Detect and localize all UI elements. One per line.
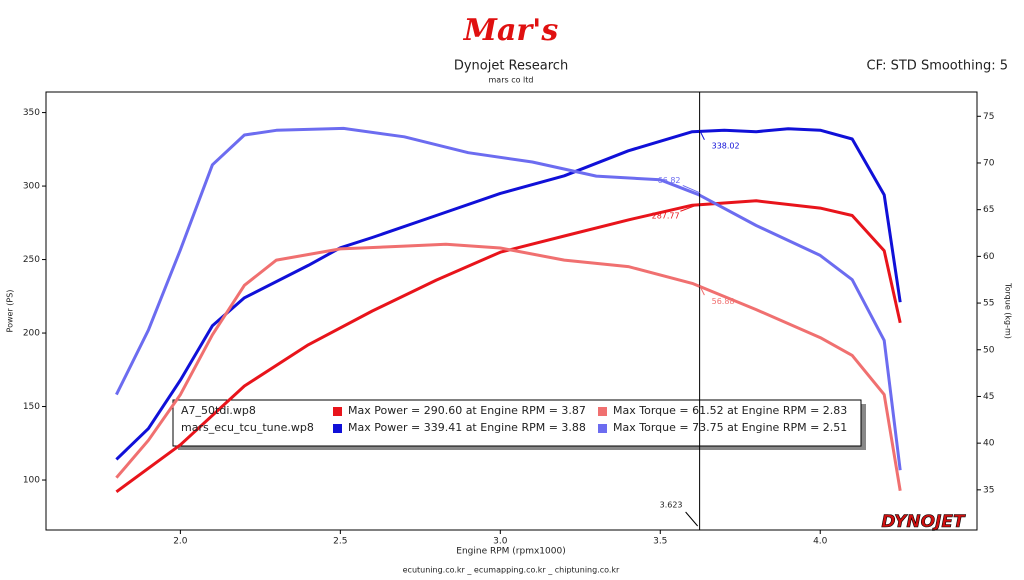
x-tick-label: 3.0 [493,537,508,547]
readout-label: 338.02 [712,142,740,151]
y2-tick-label: 65 [983,205,994,215]
y2-tick-label: 45 [983,392,994,402]
plot-frame [45,91,978,531]
chart-subtitle: mars co ltd [489,76,534,85]
legend-entry: Max Torque = 73.75 at Engine RPM = 2.51 [613,421,847,434]
series-line [115,242,902,492]
x-tick-label: 2.5 [333,537,347,547]
legend-entry: Max Power = 339.41 at Engine RPM = 3.88 [348,421,586,434]
cursor-label: 3.623 [660,501,683,510]
series-line [115,199,902,494]
y2-tick-label: 60 [983,252,995,262]
logo: Mar's [463,13,559,48]
legend-file: mars_ecu_tcu_tune.wp8 [181,421,314,434]
readout-arrow [680,203,700,212]
legend-swatch [598,407,607,416]
footer: ecutuning.co.kr _ ecumapping.co.kr _ chi… [403,566,620,575]
y2-tick-label: 55 [983,299,994,309]
series-line [115,126,902,471]
legend-file: A7_50tdi.wp8 [181,404,256,417]
y-tick-label: 250 [23,255,40,265]
brand-logo: DYNOJET [881,512,966,532]
readout-label: 66.82 [658,176,681,185]
settings-text: CF: STD Smoothing: 5 [867,59,1008,74]
legend-swatch [333,407,342,416]
y2-tick-label: 70 [983,158,995,168]
cursor-arrow [685,511,698,527]
y-tick-label: 350 [23,108,40,118]
chart-title: Dynojet Research [454,59,568,74]
series-line [115,127,902,461]
y-tick-label: 150 [23,402,40,412]
x-tick-label: 2.0 [173,537,188,547]
y-tick-label: 300 [23,182,40,192]
legend-swatch [598,424,607,433]
x-axis-label: Engine RPM (rpmx1000) [456,547,565,557]
readout-arrow [699,285,705,296]
y2-axis-label: Torque (kg-m) [1004,282,1013,339]
y2-tick-label: 75 [983,112,994,122]
readout-label: 287.77 [652,212,680,221]
legend-swatch [333,424,342,433]
y-axis-label: Power (PS) [6,290,15,333]
legend-entry: Max Torque = 61.52 at Engine RPM = 2.83 [613,404,847,417]
y-tick-label: 200 [23,329,40,339]
y2-tick-label: 40 [983,439,995,449]
readout-arrow [682,185,700,194]
x-tick-label: 4.0 [813,537,828,547]
y-tick-label: 100 [23,476,40,486]
y2-tick-label: 35 [983,485,994,495]
y2-tick-label: 50 [983,345,995,355]
legend-box [172,399,862,447]
x-tick-label: 3.5 [653,537,667,547]
readout-label: 56.88 [712,297,735,306]
legend-entry: Max Power = 290.60 at Engine RPM = 3.87 [348,404,586,417]
readout-arrow [699,129,705,141]
